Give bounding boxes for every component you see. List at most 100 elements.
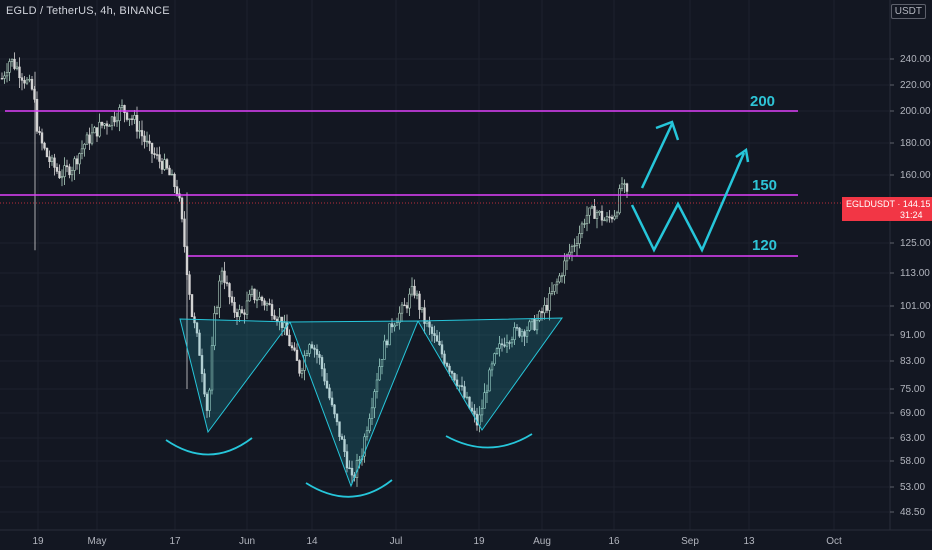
candle-body bbox=[25, 79, 29, 84]
candle-body bbox=[15, 66, 19, 69]
candle-body bbox=[108, 125, 111, 127]
grid bbox=[0, 0, 890, 530]
candle-body bbox=[290, 345, 294, 349]
x-tick-label: Jul bbox=[390, 536, 403, 547]
candle-body bbox=[18, 66, 21, 79]
candle-body bbox=[305, 353, 309, 356]
candle-body bbox=[413, 285, 416, 296]
level-label-200: 200 bbox=[750, 93, 775, 110]
y-tick-label: 101.00 bbox=[900, 301, 931, 312]
candle-body bbox=[150, 142, 154, 154]
candle-body bbox=[515, 327, 519, 329]
candle-body bbox=[53, 157, 56, 168]
y-tick-label: 113.00 bbox=[900, 268, 930, 279]
candle-body bbox=[480, 407, 484, 416]
candle-body bbox=[43, 142, 46, 149]
candle-body bbox=[123, 105, 126, 113]
candle-body bbox=[95, 127, 99, 137]
candle-body bbox=[213, 313, 216, 346]
projection-zigzag bbox=[630, 152, 746, 253]
candle-body bbox=[160, 161, 164, 170]
candle-body bbox=[310, 344, 314, 349]
candle-body bbox=[165, 159, 169, 169]
candle-body bbox=[388, 323, 391, 346]
candle-body bbox=[470, 407, 474, 412]
candle-body bbox=[253, 288, 256, 301]
candle-body bbox=[103, 123, 106, 126]
candle-body bbox=[368, 418, 371, 432]
candle-body bbox=[45, 147, 49, 158]
candle-body bbox=[608, 216, 611, 218]
y-tick-label: 200.00 bbox=[900, 106, 931, 117]
candle-body bbox=[400, 304, 404, 314]
candle-body bbox=[203, 373, 206, 395]
candle-body bbox=[358, 459, 361, 461]
levels: 200 150 120 bbox=[0, 93, 890, 257]
candle-body bbox=[268, 303, 271, 305]
candle-body bbox=[175, 186, 179, 195]
candle-body bbox=[445, 363, 449, 367]
candle-body bbox=[250, 288, 254, 295]
candle-body bbox=[318, 354, 321, 358]
candle-body bbox=[580, 223, 584, 234]
candle-body bbox=[113, 116, 116, 123]
x-tick-label: 17 bbox=[169, 536, 181, 547]
candle-body bbox=[568, 251, 571, 256]
candle-body bbox=[430, 326, 434, 334]
y-tick-label: 125.00 bbox=[900, 238, 931, 249]
candle-body bbox=[255, 299, 259, 301]
candle-body bbox=[230, 296, 234, 303]
candle-body bbox=[463, 386, 466, 398]
candle-body bbox=[178, 193, 181, 199]
y-tick-label: 69.00 bbox=[900, 408, 925, 419]
candle-body bbox=[330, 397, 334, 406]
y-tick-label: 220.00 bbox=[900, 80, 931, 91]
candle-body bbox=[385, 340, 389, 346]
candle-body bbox=[93, 127, 96, 134]
candle-body bbox=[553, 284, 556, 292]
y-axis: 240.00 220.00 200.00 180.00 160.00 125.00 113.… bbox=[890, 54, 931, 518]
candle-body bbox=[383, 340, 386, 360]
candle-body bbox=[375, 379, 379, 392]
candle-body bbox=[28, 78, 31, 81]
candle-body bbox=[493, 353, 496, 365]
x-tick-label: 19 bbox=[473, 536, 485, 547]
projection-arrowhead bbox=[735, 147, 750, 163]
pattern-left-shoulder bbox=[179, 318, 291, 434]
candle-body bbox=[513, 327, 516, 340]
candle-body bbox=[423, 307, 426, 324]
price-tag-bg bbox=[842, 197, 932, 221]
candle-body bbox=[140, 130, 144, 137]
y-tick-label: 53.00 bbox=[900, 482, 925, 493]
candle-body bbox=[60, 176, 64, 179]
candle-body bbox=[105, 123, 109, 127]
candle-body bbox=[145, 140, 149, 143]
candle-body bbox=[260, 296, 264, 302]
currency-badge[interactable]: USDT bbox=[890, 4, 926, 19]
candle-body bbox=[535, 319, 539, 331]
candle-body bbox=[98, 121, 101, 137]
candle-body bbox=[545, 304, 549, 311]
candle-body bbox=[320, 357, 324, 370]
candle-body bbox=[438, 340, 441, 346]
candle-body bbox=[23, 80, 26, 84]
candle-body bbox=[615, 212, 619, 217]
candle-body bbox=[240, 309, 244, 314]
candle-body bbox=[78, 153, 81, 165]
candle-body bbox=[275, 318, 279, 322]
candle-body bbox=[0, 77, 4, 80]
candle-body bbox=[88, 134, 91, 144]
candle-body bbox=[315, 349, 319, 355]
candle-body bbox=[200, 355, 204, 374]
candle-body bbox=[503, 344, 506, 347]
candle-body bbox=[428, 321, 431, 328]
patterns bbox=[165, 120, 750, 498]
candle-body bbox=[110, 116, 114, 127]
candle-body bbox=[148, 140, 151, 144]
candle-body bbox=[228, 283, 231, 298]
candle-body bbox=[528, 321, 531, 331]
candle-body bbox=[450, 371, 454, 374]
candle-body bbox=[183, 218, 186, 247]
candle-body bbox=[158, 154, 161, 162]
